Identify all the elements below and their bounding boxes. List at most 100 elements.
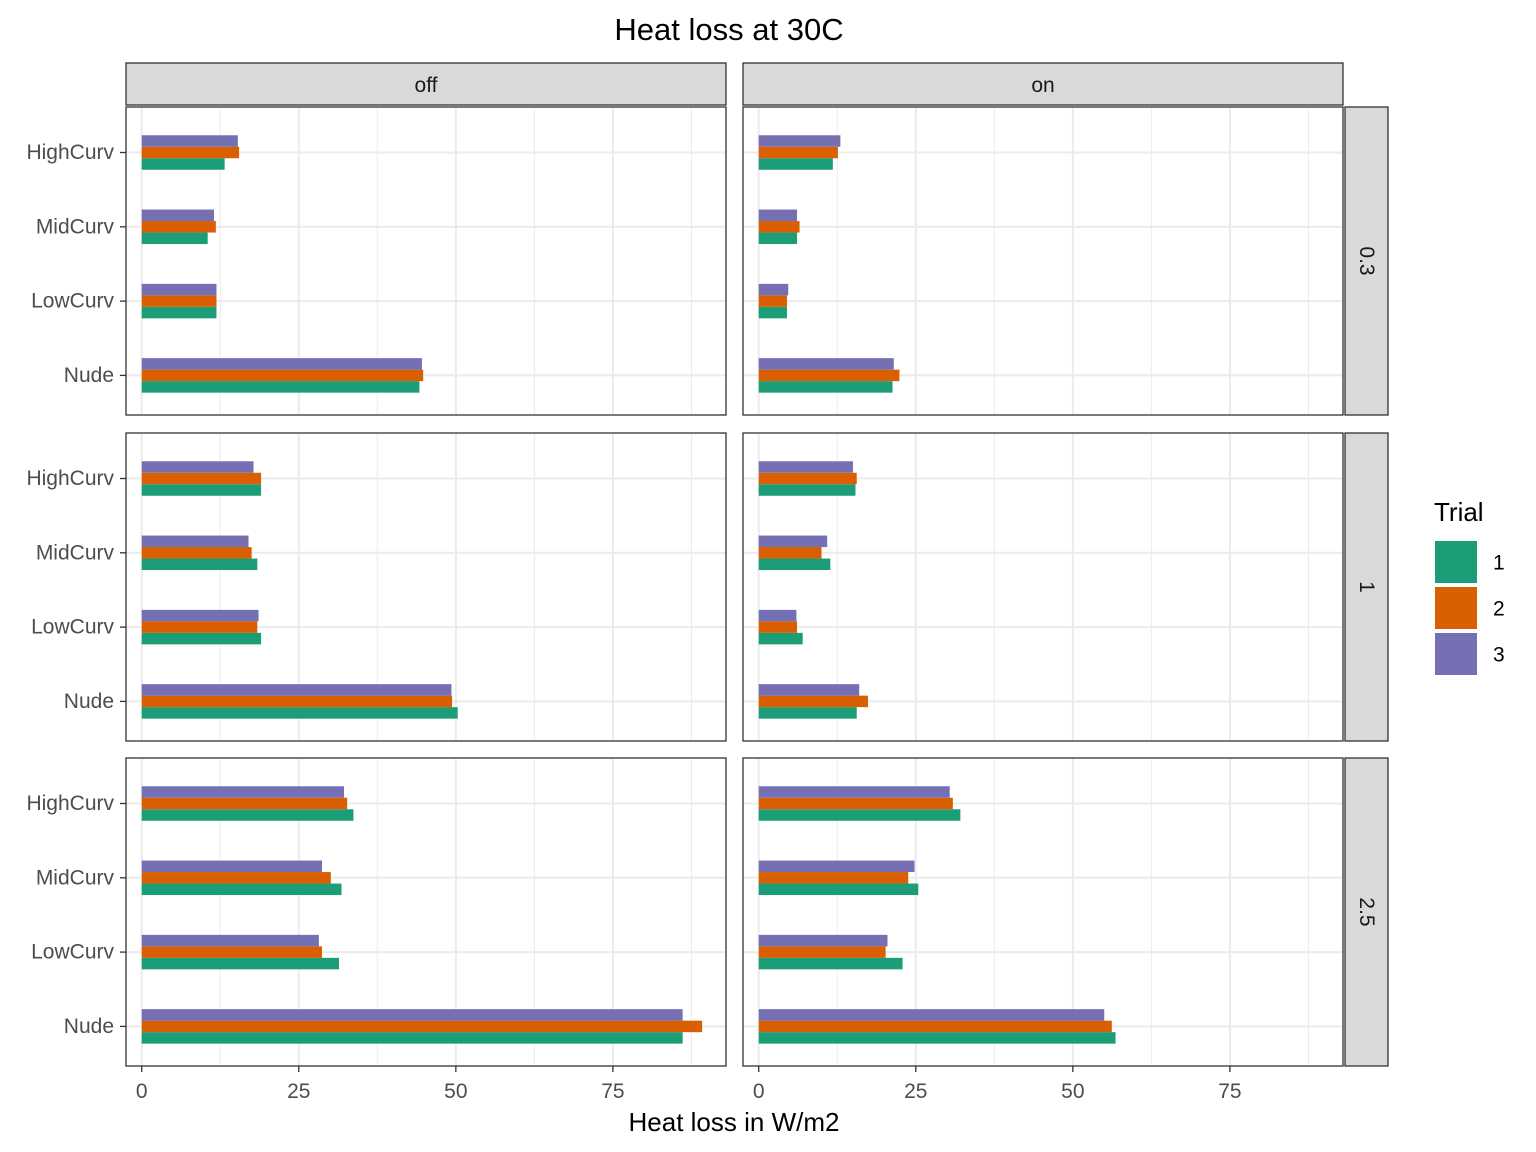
strip-box xyxy=(742,62,1344,106)
legend-item-2: 2 xyxy=(1435,587,1505,629)
legend-title: Trial xyxy=(1434,497,1484,527)
bar-HighCurv-trial-2 xyxy=(758,797,953,810)
bar-MidCurv-trial-2 xyxy=(141,547,252,559)
bar-Nude-trial-1 xyxy=(758,707,857,719)
bar-MidCurv-trial-2 xyxy=(758,221,800,233)
bar-Nude-trial-3 xyxy=(141,1009,683,1021)
y-tick-label: Nude xyxy=(64,690,114,713)
strip-row-0.3: 0.3 xyxy=(1344,106,1389,416)
strip-label: 2.5 xyxy=(1355,897,1378,926)
legend: Trial 1 2 3 xyxy=(1434,497,1505,675)
bar-HighCurv-trial-2 xyxy=(758,146,838,159)
legend-item-1: 1 xyxy=(1435,541,1505,583)
bar-HighCurv-trial-3 xyxy=(141,786,345,798)
bar-LowCurv-trial-2 xyxy=(758,946,886,958)
facet-panels: off on0.312.5HighCurvMidCurvLowCurvNudeHi… xyxy=(26,62,1389,1067)
panel-border xyxy=(742,432,1344,742)
y-tick-label: Nude xyxy=(64,364,114,387)
x-tick-label: 50 xyxy=(1061,1080,1084,1103)
strip-box xyxy=(1344,432,1389,742)
bar-MidCurv-trial-2 xyxy=(758,547,822,559)
panel-off-0.3: HighCurv MidCurv LowCurv Nude xyxy=(26,106,727,416)
bar-Nude-trial-3 xyxy=(758,358,894,370)
legend-label: 1 xyxy=(1493,552,1505,575)
bar-MidCurv-trial-1 xyxy=(758,232,798,245)
bar-MidCurv-trial-1 xyxy=(758,558,831,571)
y-tick-label: HighCurv xyxy=(26,141,114,164)
bar-MidCurv-trial-1 xyxy=(141,558,258,571)
chart-title: Heat loss at 30C xyxy=(614,12,843,47)
bar-Nude-trial-3 xyxy=(141,358,422,370)
bar-Nude-trial-1 xyxy=(141,1032,683,1044)
bar-LowCurv-trial-3 xyxy=(758,609,797,622)
y-tick-label: LowCurv xyxy=(31,941,114,964)
strip-on: on xyxy=(742,62,1344,106)
strip-off: off xyxy=(125,62,727,106)
panel-border xyxy=(742,106,1344,416)
bar-HighCurv-trial-3 xyxy=(758,461,853,473)
strip-label: on xyxy=(1031,74,1054,97)
bar-LowCurv-trial-3 xyxy=(758,283,789,296)
bar-HighCurv-trial-1 xyxy=(141,158,225,170)
strip-box xyxy=(1344,106,1389,416)
legend-item-3: 3 xyxy=(1435,633,1505,675)
bar-LowCurv-trial-2 xyxy=(141,295,217,307)
bar-HighCurv-trial-3 xyxy=(758,786,950,798)
bar-LowCurv-trial-3 xyxy=(141,283,217,296)
bar-Nude-trial-2 xyxy=(141,369,424,382)
bar-Nude-trial-2 xyxy=(141,695,453,708)
x-tick-label: 0 xyxy=(753,1080,765,1103)
bar-HighCurv-trial-2 xyxy=(141,146,240,159)
panel-on-0.3 xyxy=(742,106,1344,416)
y-tick-label: HighCurv xyxy=(26,792,114,815)
y-tick-label: LowCurv xyxy=(31,290,114,313)
bar-MidCurv-trial-2 xyxy=(758,872,909,884)
x-tick-label: 75 xyxy=(601,1080,624,1103)
bar-LowCurv-trial-3 xyxy=(141,609,259,622)
panel-border xyxy=(125,757,727,1067)
bar-Nude-trial-1 xyxy=(141,707,458,719)
y-tick-label: MidCurv xyxy=(36,866,115,889)
x-tick-label: 0 xyxy=(136,1080,148,1103)
bar-Nude-trial-3 xyxy=(758,684,860,696)
x-tick-label: 25 xyxy=(287,1080,310,1103)
bar-HighCurv-trial-1 xyxy=(141,809,354,821)
bar-Nude-trial-3 xyxy=(141,684,452,696)
legend-swatch xyxy=(1435,587,1477,629)
bar-HighCurv-trial-1 xyxy=(758,158,833,170)
strip-row-1: 1 xyxy=(1344,432,1389,742)
panel-on-2.5 xyxy=(742,757,1344,1067)
x-tick-label: 25 xyxy=(904,1080,927,1103)
bar-LowCurv-trial-1 xyxy=(141,306,217,319)
bar-HighCurv-trial-3 xyxy=(141,135,238,147)
strip-box xyxy=(125,62,727,106)
legend-label: 3 xyxy=(1493,644,1505,667)
y-tick-label: MidCurv xyxy=(36,541,115,564)
y-tick-label: Nude xyxy=(64,1015,114,1038)
bar-MidCurv-trial-3 xyxy=(758,209,798,222)
bar-HighCurv-trial-1 xyxy=(758,809,961,821)
strip-label: 1 xyxy=(1355,581,1378,593)
bar-Nude-trial-2 xyxy=(758,695,869,708)
bar-Nude-trial-1 xyxy=(758,1032,1116,1044)
bar-LowCurv-trial-3 xyxy=(758,934,888,947)
bar-LowCurv-trial-1 xyxy=(758,957,903,970)
x-axis-off: 0 25 50 75 xyxy=(136,1066,625,1103)
bar-LowCurv-trial-1 xyxy=(758,632,803,645)
bar-MidCurv-trial-3 xyxy=(758,860,915,873)
x-axis-on: 0 25 50 75 xyxy=(753,1066,1242,1103)
y-tick-label: HighCurv xyxy=(26,467,114,490)
bar-LowCurv-trial-2 xyxy=(758,295,787,307)
bar-LowCurv-trial-2 xyxy=(141,621,258,633)
bar-HighCurv-trial-3 xyxy=(758,135,841,147)
panel-border xyxy=(125,432,727,742)
bar-LowCurv-trial-2 xyxy=(141,946,323,958)
panel-off-2.5: HighCurv MidCurv LowCurv Nude xyxy=(26,757,727,1067)
bar-LowCurv-trial-1 xyxy=(141,632,262,645)
bar-MidCurv-trial-1 xyxy=(758,883,919,896)
bar-Nude-trial-1 xyxy=(141,381,420,393)
strip-row-2.5: 2.5 xyxy=(1344,757,1389,1067)
y-tick-label: MidCurv xyxy=(36,215,115,238)
legend-swatch xyxy=(1435,633,1477,675)
bar-HighCurv-trial-1 xyxy=(758,484,856,496)
